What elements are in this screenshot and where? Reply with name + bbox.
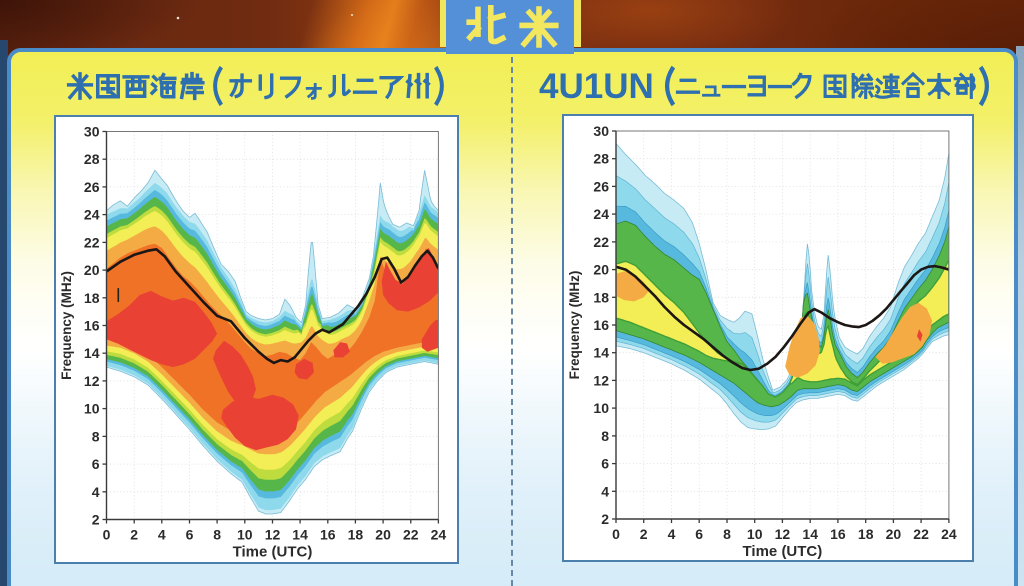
svg-text:8: 8 — [723, 526, 731, 542]
svg-text:26: 26 — [83, 179, 99, 195]
svg-text:Time (UTC): Time (UTC) — [232, 544, 312, 561]
svg-text:6: 6 — [695, 526, 703, 542]
svg-text:22: 22 — [83, 234, 99, 250]
svg-text:2: 2 — [130, 527, 138, 543]
svg-text:Frequency (MHz): Frequency (MHz) — [59, 271, 74, 380]
svg-text:22: 22 — [593, 233, 609, 249]
svg-text:2: 2 — [91, 512, 99, 528]
svg-text:22: 22 — [913, 526, 929, 542]
svg-text:28: 28 — [593, 150, 609, 166]
svg-text:12: 12 — [775, 526, 791, 542]
svg-text:Frequency (MHz): Frequency (MHz) — [567, 270, 582, 379]
svg-text:6: 6 — [91, 456, 99, 472]
svg-text:18: 18 — [593, 289, 609, 305]
svg-text:0: 0 — [102, 527, 110, 543]
svg-text:14: 14 — [593, 344, 609, 360]
svg-text:20: 20 — [375, 527, 391, 543]
svg-text:16: 16 — [83, 318, 99, 334]
svg-text:30: 30 — [593, 123, 609, 139]
svg-text:24: 24 — [593, 206, 609, 222]
svg-text:4: 4 — [91, 484, 99, 500]
svg-text:6: 6 — [185, 527, 193, 543]
svg-text:20: 20 — [83, 262, 99, 278]
svg-text:4: 4 — [157, 527, 165, 543]
svg-text:22: 22 — [403, 527, 419, 543]
svg-text:10: 10 — [83, 401, 99, 417]
svg-text:2: 2 — [640, 526, 648, 542]
svg-text:24: 24 — [430, 527, 446, 543]
svg-text:20: 20 — [593, 261, 609, 277]
svg-text:8: 8 — [601, 427, 609, 443]
svg-text:8: 8 — [213, 527, 221, 543]
svg-text:0: 0 — [612, 526, 620, 542]
svg-text:24: 24 — [83, 207, 99, 223]
svg-text:18: 18 — [83, 290, 99, 306]
svg-text:4U1UN: 4U1UN — [539, 67, 654, 106]
svg-text:4: 4 — [668, 526, 676, 542]
svg-text:14: 14 — [83, 345, 99, 361]
svg-text:Time (UTC): Time (UTC) — [743, 543, 823, 560]
svg-text:24: 24 — [941, 526, 957, 542]
svg-text:10: 10 — [747, 526, 763, 542]
svg-text:16: 16 — [593, 317, 609, 333]
svg-text:18: 18 — [858, 526, 874, 542]
svg-text:10: 10 — [237, 527, 253, 543]
svg-text:14: 14 — [802, 526, 818, 542]
svg-text:30: 30 — [83, 124, 99, 140]
svg-text:20: 20 — [886, 526, 902, 542]
svg-text:28: 28 — [83, 151, 99, 167]
svg-text:12: 12 — [593, 372, 609, 388]
svg-text:18: 18 — [347, 527, 363, 543]
svg-text:16: 16 — [830, 526, 846, 542]
svg-text:4: 4 — [601, 483, 609, 499]
svg-text:2: 2 — [601, 511, 609, 527]
svg-text:14: 14 — [292, 527, 308, 543]
svg-text:12: 12 — [264, 527, 280, 543]
svg-text:8: 8 — [91, 428, 99, 444]
svg-text:12: 12 — [83, 373, 99, 389]
svg-text:10: 10 — [593, 400, 609, 416]
svg-text:6: 6 — [601, 455, 609, 471]
svg-text:16: 16 — [320, 527, 336, 543]
svg-text:26: 26 — [593, 178, 609, 194]
